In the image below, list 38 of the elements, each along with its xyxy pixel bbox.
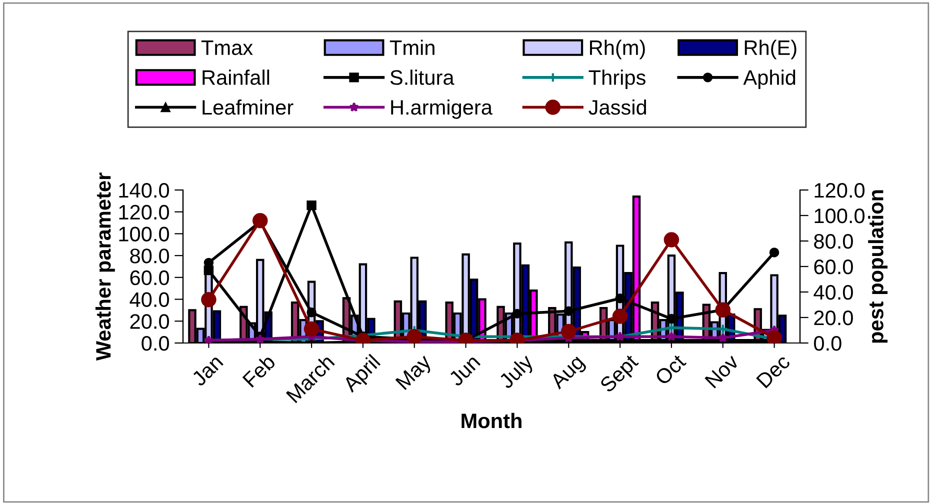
y-tick-label: 0.0	[142, 336, 169, 351]
x-tick-label: Feb	[242, 353, 276, 388]
x-tick-label: Jun	[448, 354, 481, 388]
legend-label: Leafminer	[202, 99, 294, 115]
x-tick-label: July	[497, 352, 538, 392]
y-tick-label: 100.0	[119, 226, 169, 242]
y2-tick-label: 20.0	[814, 310, 853, 326]
x-tick-label: Oct	[654, 353, 687, 386]
x-tick-label: Dec	[756, 354, 791, 389]
legend-label: Rh(E)	[744, 40, 796, 60]
legend-label: Aphid	[743, 70, 796, 90]
y-tick-label: 20.0	[130, 314, 169, 329]
legend-label: Rainfall	[202, 70, 270, 85]
x-tick-label: Nov	[704, 353, 740, 389]
y-tick-label: 40.0	[130, 292, 169, 308]
y-tick-label: 60.0	[130, 270, 169, 286]
y2-tick-label: 120.0	[814, 183, 865, 198]
y2-axis-title: pest population	[868, 190, 888, 343]
x-tick-label: Jan	[190, 354, 224, 388]
y2-tick-label: 0.0	[814, 336, 842, 351]
y-tick-label: 120.0	[119, 204, 169, 220]
legend-label: H.armigera	[391, 99, 492, 119]
y2-tick-label: 60.0	[814, 260, 853, 274]
y2-tick-label: 100.0	[814, 208, 865, 224]
legend-label: Tmin	[390, 40, 434, 55]
y-tick-label: 140.0	[119, 183, 169, 198]
legend-label: Tmax	[201, 40, 253, 56]
y-axis-title: Weather parameter	[95, 172, 115, 361]
legend-label: S.litura	[390, 70, 454, 85]
y-tick-label: 80.0	[130, 248, 169, 264]
x-axis-title: Month	[462, 412, 522, 428]
legend-label: Thrips	[588, 70, 646, 90]
legend-label: Rh(m)	[590, 40, 645, 60]
x-tick-label: May	[395, 353, 436, 394]
x-tick-label: Aug	[549, 354, 588, 393]
y2-tick-label: 40.0	[814, 285, 853, 300]
y2-tick-label: 80.0	[814, 234, 853, 249]
legend-label: Jassid	[588, 99, 646, 115]
